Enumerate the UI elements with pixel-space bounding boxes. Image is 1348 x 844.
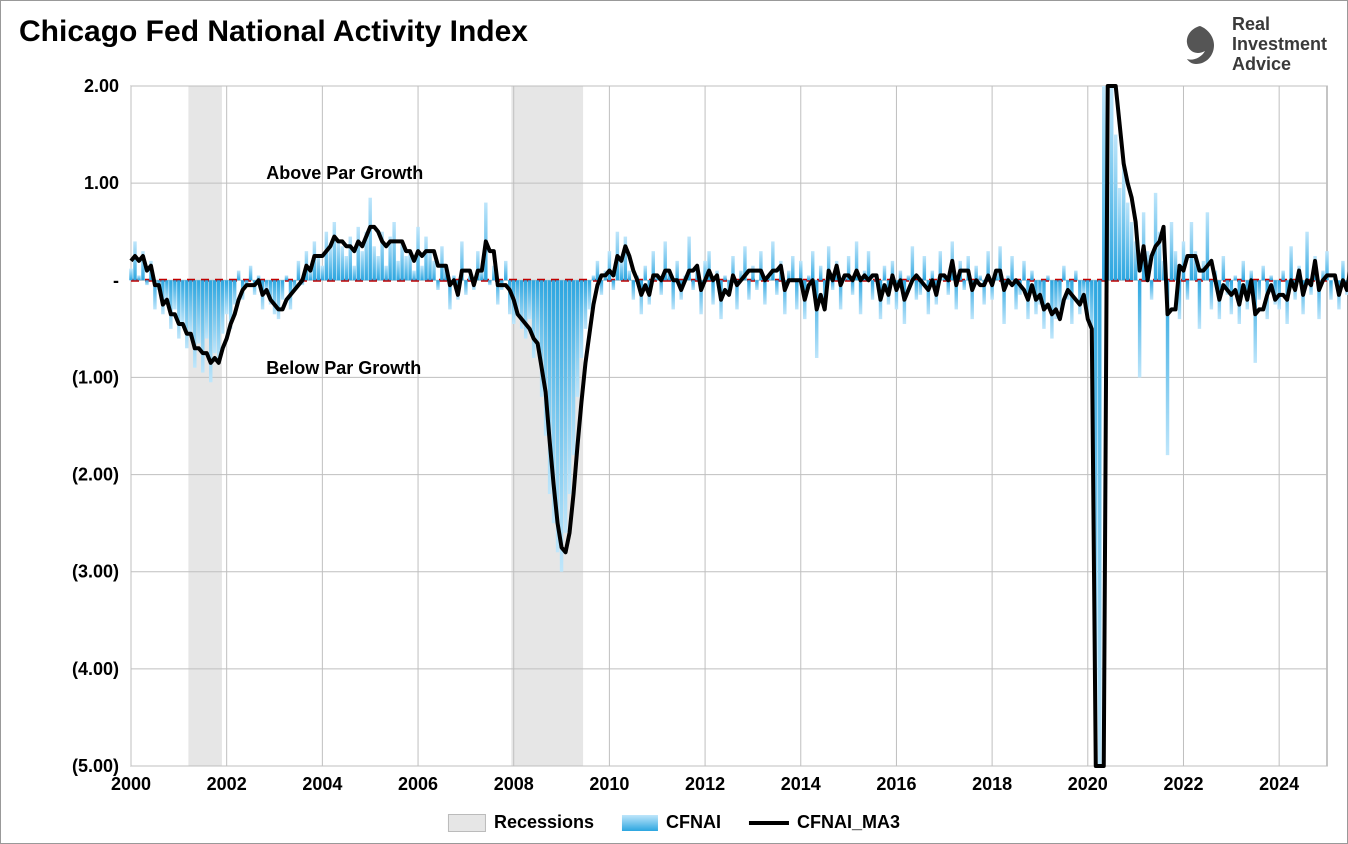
logo-line-1: Real	[1232, 15, 1327, 35]
svg-text:(1.00): (1.00)	[72, 367, 119, 387]
svg-text:2014: 2014	[781, 774, 821, 794]
svg-text:2.00: 2.00	[84, 76, 119, 96]
annotation-above: Above Par Growth	[266, 163, 423, 184]
svg-text:2012: 2012	[685, 774, 725, 794]
chart-container: Chicago Fed National Activity Index Real…	[0, 0, 1348, 844]
svg-text:2020: 2020	[1068, 774, 1108, 794]
svg-text:2004: 2004	[302, 774, 342, 794]
logo-icon	[1178, 23, 1222, 67]
logo-line-2: Investment	[1232, 35, 1327, 55]
legend-label-cfnai: CFNAI	[666, 812, 721, 832]
svg-text:1.00: 1.00	[84, 173, 119, 193]
logo-text: Real Investment Advice	[1232, 15, 1327, 74]
legend-label-recessions: Recessions	[494, 812, 594, 832]
svg-text:2002: 2002	[207, 774, 247, 794]
svg-text:2006: 2006	[398, 774, 438, 794]
svg-text:2024: 2024	[1259, 774, 1299, 794]
chart-title: Chicago Fed National Activity Index	[19, 15, 528, 49]
svg-text:2016: 2016	[876, 774, 916, 794]
branding-logo: Real Investment Advice	[1178, 15, 1327, 74]
svg-text:(3.00): (3.00)	[72, 562, 119, 582]
legend-item-recessions: Recessions	[448, 812, 594, 833]
legend-item-ma3: CFNAI_MA3	[749, 812, 900, 833]
legend-item-cfnai: CFNAI	[622, 812, 721, 833]
svg-text:2018: 2018	[972, 774, 1012, 794]
logo-line-3: Advice	[1232, 55, 1327, 75]
svg-text:2008: 2008	[494, 774, 534, 794]
svg-text:2022: 2022	[1163, 774, 1203, 794]
annotation-below: Below Par Growth	[266, 358, 421, 379]
plot-area: 2.001.00-(1.00)(2.00)(3.00)(4.00)(5.00)2…	[131, 86, 1327, 766]
svg-text:(4.00): (4.00)	[72, 659, 119, 679]
svg-text:(2.00): (2.00)	[72, 465, 119, 485]
svg-text:-: -	[113, 270, 119, 290]
svg-text:(5.00): (5.00)	[72, 756, 119, 776]
chart-svg: 2.001.00-(1.00)(2.00)(3.00)(4.00)(5.00)2…	[131, 86, 1327, 766]
legend-label-ma3: CFNAI_MA3	[797, 812, 900, 832]
svg-text:2000: 2000	[111, 774, 151, 794]
svg-text:2010: 2010	[589, 774, 629, 794]
chart-legend: Recessions CFNAI CFNAI_MA3	[448, 812, 900, 833]
